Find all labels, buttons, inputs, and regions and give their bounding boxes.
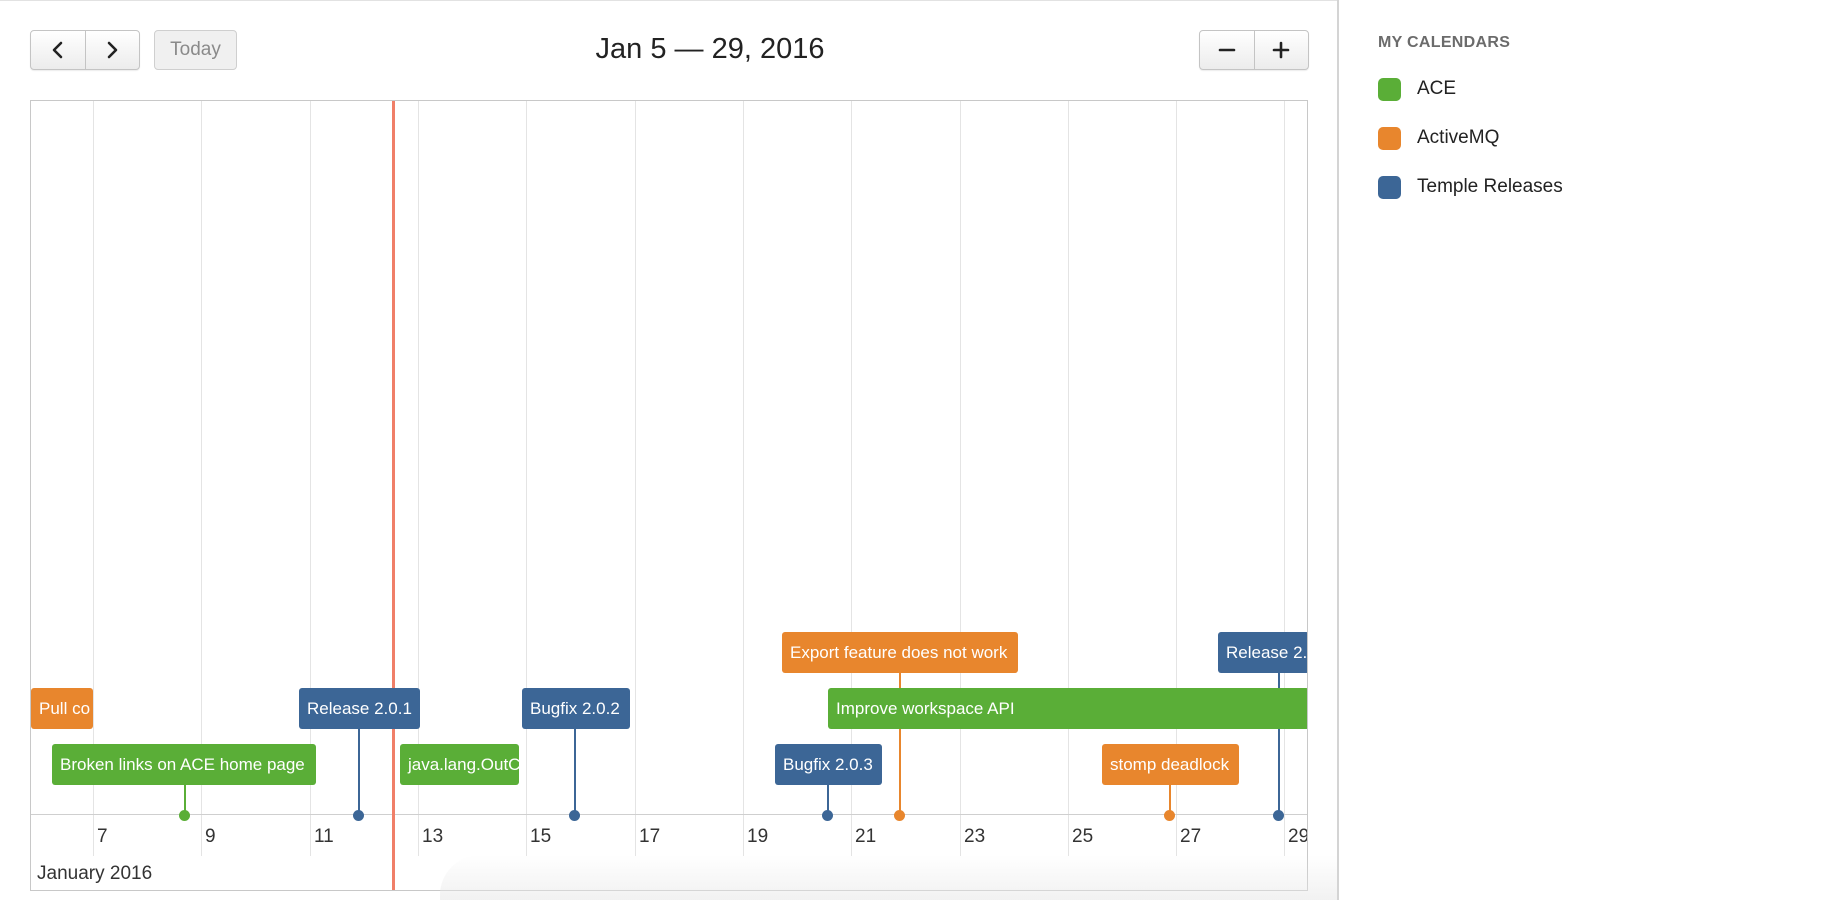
axis-tick-label: 13 [422, 826, 444, 847]
axis-tick-label: 17 [639, 826, 661, 847]
calendar-color-swatch [1378, 77, 1401, 101]
event-dot [822, 810, 833, 821]
event-dot [353, 810, 364, 821]
event-release-2-0-1[interactable]: Release 2.0.1 [299, 688, 420, 729]
grid-line [635, 101, 636, 856]
plus-icon [1272, 41, 1290, 59]
event-stem [899, 673, 901, 814]
grid-line [1176, 101, 1177, 856]
axis-tick-label: 11 [314, 826, 334, 847]
grid-line [201, 101, 202, 856]
calendar-item-ace[interactable]: ACE [1378, 76, 1456, 102]
event-dot [894, 810, 905, 821]
calendar-label: ACE [1417, 78, 1457, 99]
calendars-sidebar: MY CALENDARS ACE ActiveMQ Temple Release… [1339, 0, 1841, 900]
grid-line [1068, 101, 1069, 856]
chevron-right-icon [107, 41, 118, 59]
event-stem [1169, 785, 1171, 814]
event-export-feature[interactable]: Export feature does not work [782, 632, 1018, 673]
event-improve-workspace-api[interactable]: Improve workspace API [828, 688, 1307, 729]
next-button[interactable] [84, 31, 140, 69]
axis-tick-label: 15 [530, 826, 552, 847]
calendar-label: Temple Releases [1417, 176, 1563, 197]
axis-tick-label: 19 [747, 826, 769, 847]
grid-line [1284, 101, 1285, 856]
grid-line [93, 101, 94, 856]
event-stem [184, 785, 186, 814]
event-release-2-x[interactable]: Release 2. [1218, 632, 1307, 673]
event-stem [1278, 673, 1280, 814]
event-stem [574, 729, 576, 814]
calendar-item-temple-releases[interactable]: Temple Releases [1378, 174, 1563, 200]
panel-top-border [0, 0, 1337, 1]
event-dot [179, 810, 190, 821]
event-dot [1164, 810, 1175, 821]
sidebar-heading: MY CALENDARS [1378, 34, 1511, 51]
time-axis [31, 814, 1307, 815]
grid-line [851, 101, 852, 856]
overlay-shadow [440, 855, 1380, 900]
event-pull-co[interactable]: Pull co [31, 688, 93, 729]
grid-line [310, 101, 311, 856]
event-dot [1273, 810, 1284, 821]
month-label: January 2016 [37, 863, 153, 884]
axis-tick-label: 27 [1180, 826, 1202, 847]
date-range-title: Jan 5 — 29, 2016 [595, 33, 825, 65]
calendar-label: ActiveMQ [1417, 127, 1500, 148]
event-bugfix-2-0-2[interactable]: Bugfix 2.0.2 [522, 688, 630, 729]
event-stomp-deadlock[interactable]: stomp deadlock [1102, 744, 1239, 785]
zoom-button-group [1199, 30, 1309, 70]
calendar-color-swatch [1378, 175, 1401, 199]
event-java-lang-outofmemory[interactable]: java.lang.OutC [400, 744, 519, 785]
axis-tick-label: 9 [205, 826, 216, 847]
calendar-color-swatch [1378, 126, 1401, 150]
calendar-item-activemq[interactable]: ActiveMQ [1378, 125, 1499, 151]
zoom-in-button[interactable] [1253, 31, 1309, 69]
grid-line [418, 101, 419, 856]
timeline-view[interactable]: 7 9 11 13 15 17 19 21 23 25 27 29 Januar… [30, 100, 1308, 891]
event-bugfix-2-0-3[interactable]: Bugfix 2.0.3 [775, 744, 882, 785]
axis-tick-label: 25 [1072, 826, 1094, 847]
current-time-marker [392, 101, 395, 890]
event-stem [358, 729, 360, 814]
axis-tick-label: 23 [964, 826, 986, 847]
event-stem [827, 785, 829, 814]
chevron-left-icon [52, 41, 63, 59]
axis-tick-label: 21 [855, 826, 877, 847]
panel-divider [1337, 0, 1339, 900]
grid-line [526, 101, 527, 856]
minus-icon [1218, 48, 1236, 52]
event-broken-links[interactable]: Broken links on ACE home page [52, 744, 316, 785]
previous-button[interactable] [31, 31, 85, 69]
timeline-panel: Today Jan 5 — 29, 2016 [0, 0, 1380, 900]
grid-line [743, 101, 744, 856]
event-dot [569, 810, 580, 821]
navigation-button-group [30, 30, 140, 70]
today-button[interactable]: Today [154, 30, 237, 70]
zoom-out-button[interactable] [1200, 31, 1254, 69]
grid-line [960, 101, 961, 856]
axis-tick-label: 29 [1288, 826, 1308, 847]
axis-tick-label: 7 [97, 826, 108, 847]
